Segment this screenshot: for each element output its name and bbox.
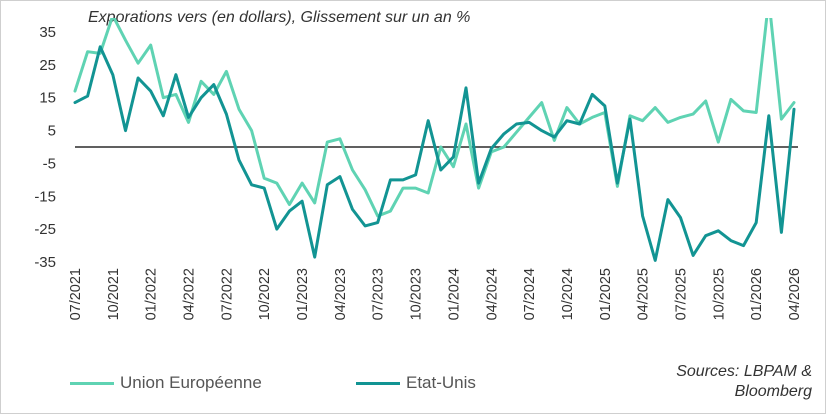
x-tick-label: 01/2024	[446, 268, 462, 320]
series-line-eu	[73, 18, 796, 218]
x-tick-label: 07/2021	[68, 268, 84, 320]
legend-label-eu: Union Européenne	[120, 373, 262, 392]
legend-swatch-eu	[70, 381, 114, 385]
series-line-us	[73, 45, 796, 262]
legend-label-us: Etat-Unis	[406, 373, 476, 392]
x-tick-label: 07/2025	[673, 268, 689, 320]
series-eu	[73, 18, 796, 218]
x-tick-label: 01/2023	[295, 268, 311, 320]
series-layer	[73, 18, 796, 262]
chart-title: Exporations vers (en dollars), Glissemen…	[88, 9, 471, 26]
legend-item-us: Etat-Unis	[356, 373, 476, 393]
x-tick-label: 07/2024	[522, 268, 538, 320]
x-axis-ticks: 07/2021 10/2021 01/2022 04/2022 07/2022 10/20…	[68, 268, 803, 320]
y-tick-label: 15	[39, 90, 56, 107]
x-tick-label: 04/2024	[484, 268, 500, 320]
x-tick-label: 04/2023	[333, 268, 349, 320]
x-tick-label: 10/2023	[409, 268, 425, 320]
x-tick-label: 04/2022	[182, 268, 198, 320]
y-tick-label: 25	[39, 57, 56, 74]
y-tick-label: -35	[34, 254, 56, 271]
x-tick-label: 10/2025	[711, 268, 727, 320]
source-line-2: Bloomberg	[734, 383, 812, 400]
x-tick-label: 01/2026	[749, 268, 765, 320]
x-tick-label: 01/2022	[144, 268, 160, 320]
y-tick-label: -5	[43, 155, 56, 172]
legend-item-eu: Union Européenne	[70, 373, 262, 393]
x-tick-label: 10/2022	[257, 268, 273, 320]
y-tick-label: -25	[34, 221, 56, 238]
legend-swatch-us	[356, 381, 400, 385]
x-tick-label: 04/2025	[636, 268, 652, 320]
x-tick-label: 01/2025	[598, 268, 614, 320]
source-note: Sources: LBPAM & Bloomberg	[676, 362, 812, 402]
series-us	[73, 45, 796, 262]
x-tick-label: 10/2021	[106, 268, 122, 320]
y-tick-label: 5	[48, 123, 56, 140]
x-tick-label: 07/2022	[219, 268, 235, 320]
y-axis-ticks: 35 25 15 5 -5 -15 -25 -35	[34, 24, 56, 271]
y-tick-label: 35	[39, 24, 56, 41]
x-tick-label: 10/2024	[560, 268, 576, 320]
x-tick-label: 04/2026	[787, 268, 803, 320]
y-tick-label: -15	[34, 188, 56, 205]
source-line-1: Sources: LBPAM &	[676, 363, 812, 380]
x-tick-label: 07/2023	[371, 268, 387, 320]
